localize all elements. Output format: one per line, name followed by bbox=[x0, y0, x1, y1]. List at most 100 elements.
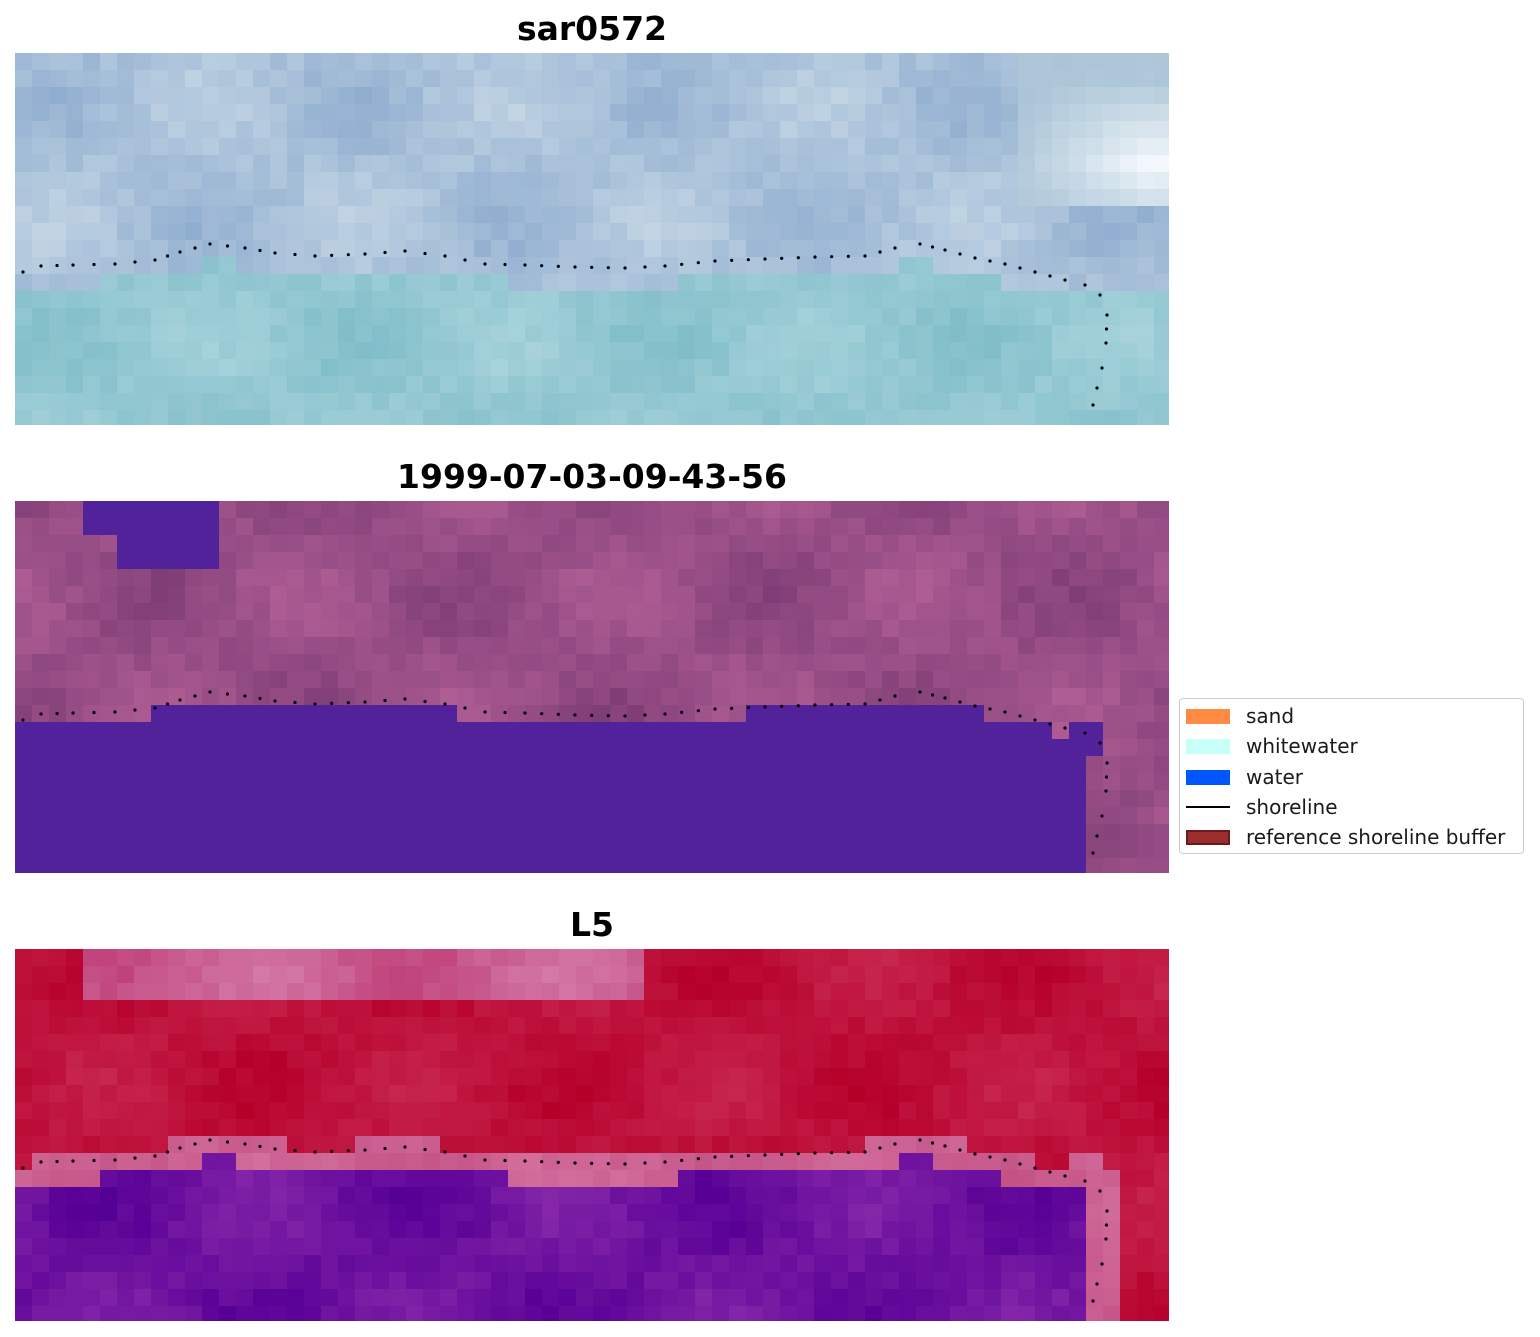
shoreline-dot bbox=[1083, 731, 1087, 735]
shoreline-dot bbox=[133, 1156, 137, 1160]
shoreline-dot bbox=[383, 250, 387, 255]
shoreline-dot bbox=[606, 714, 610, 718]
shoreline-dot bbox=[1048, 274, 1052, 278]
shoreline-dot bbox=[193, 1142, 197, 1146]
shoreline-dot bbox=[503, 710, 507, 715]
shoreline-dot bbox=[293, 252, 297, 257]
shoreline-dot bbox=[988, 707, 992, 711]
shoreline-dot bbox=[153, 258, 157, 262]
shoreline-dot bbox=[623, 714, 627, 718]
shoreline-dot bbox=[1100, 814, 1104, 818]
shoreline-dot bbox=[39, 1160, 43, 1164]
shoreline-dot bbox=[523, 263, 527, 267]
shoreline-dot bbox=[1033, 1166, 1037, 1170]
shoreline-dot bbox=[780, 704, 784, 708]
shoreline-dot bbox=[1098, 293, 1102, 297]
shoreline-dot bbox=[1018, 266, 1022, 270]
shoreline-dot bbox=[730, 258, 734, 262]
shoreline-dot bbox=[153, 706, 157, 710]
shoreline-dot bbox=[696, 1157, 700, 1161]
shoreline-dot bbox=[893, 246, 897, 250]
legend-label: shoreline bbox=[1246, 795, 1338, 819]
shoreline-dot bbox=[573, 265, 577, 269]
shoreline-dot bbox=[1104, 1237, 1108, 1241]
shoreline-dot bbox=[55, 1159, 59, 1164]
shoreline-dot bbox=[243, 246, 247, 250]
shoreline-dot bbox=[1033, 718, 1037, 722]
shoreline-dot bbox=[363, 1148, 367, 1152]
shoreline-dot bbox=[930, 1141, 935, 1145]
shoreline-dot bbox=[55, 711, 59, 716]
shoreline-dot bbox=[1048, 722, 1052, 726]
legend-label: water bbox=[1246, 765, 1303, 789]
shoreline-dot bbox=[863, 702, 867, 706]
shoreline-dot bbox=[1033, 270, 1037, 274]
legend-label: whitewater bbox=[1246, 734, 1358, 758]
shoreline-dot bbox=[943, 248, 947, 252]
shoreline-dot bbox=[1105, 313, 1109, 317]
shoreline-dot bbox=[165, 702, 170, 706]
shoreline-dot bbox=[113, 262, 117, 266]
shoreline-dot bbox=[973, 1152, 977, 1156]
shoreline-dot bbox=[403, 1145, 407, 1149]
shoreline-dot bbox=[243, 1142, 247, 1146]
shoreline-dot bbox=[943, 696, 947, 700]
shoreline-dot bbox=[1104, 327, 1109, 331]
shoreline-dot bbox=[713, 259, 717, 263]
classified-image bbox=[15, 501, 1169, 873]
shoreline-dot bbox=[1095, 834, 1099, 838]
shoreline-dot bbox=[1003, 262, 1007, 266]
shoreline-dot bbox=[1100, 1262, 1104, 1266]
shoreline-dot bbox=[463, 1154, 467, 1158]
shoreline-dot bbox=[556, 264, 560, 268]
shoreline-dot bbox=[1003, 1158, 1007, 1162]
shoreline-dot bbox=[730, 706, 734, 710]
shoreline-dot bbox=[1104, 775, 1109, 779]
shoreline-dot bbox=[443, 1150, 447, 1154]
shoreline-dot bbox=[1098, 1189, 1102, 1193]
shoreline-dot bbox=[1003, 710, 1007, 714]
shoreline-dot bbox=[763, 257, 767, 261]
shoreline-dot bbox=[893, 694, 897, 698]
shoreline-dot bbox=[713, 1155, 717, 1159]
shoreline-dot bbox=[943, 1144, 947, 1148]
shoreline-dot bbox=[1104, 1223, 1109, 1227]
shoreline-dot bbox=[273, 251, 277, 255]
shoreline-dot bbox=[606, 1162, 610, 1166]
shoreline-dot bbox=[346, 701, 350, 705]
shoreline-dot bbox=[225, 1140, 230, 1144]
shoreline-dot bbox=[258, 248, 262, 253]
shoreline-dot bbox=[540, 264, 544, 268]
shoreline-dot bbox=[193, 694, 197, 698]
shoreline-dot bbox=[165, 254, 170, 258]
shoreline-dot bbox=[178, 250, 182, 254]
shoreline-dot bbox=[153, 1154, 157, 1158]
shoreline-dot bbox=[483, 262, 487, 266]
panel-title: sar0572 bbox=[516, 9, 668, 48]
shoreline-dot bbox=[346, 253, 350, 257]
shoreline-dot bbox=[313, 254, 317, 258]
shoreline-dot bbox=[313, 702, 317, 706]
shoreline-dot bbox=[863, 254, 867, 258]
shoreline-dot bbox=[1083, 1179, 1087, 1183]
shoreline-dot bbox=[330, 253, 334, 257]
shoreline-dot bbox=[423, 699, 427, 704]
shoreline-dot bbox=[663, 264, 667, 268]
shoreline-dot bbox=[383, 1146, 387, 1151]
shoreline-dot bbox=[403, 697, 407, 701]
shoreline-dot bbox=[746, 1154, 750, 1158]
shoreline-dot bbox=[208, 690, 212, 694]
shoreline-dot bbox=[523, 711, 527, 715]
shoreline-dot bbox=[1063, 726, 1067, 730]
shoreline-dot bbox=[973, 256, 977, 260]
shoreline-dot bbox=[503, 1158, 507, 1163]
shoreline-dot bbox=[55, 263, 59, 268]
shoreline-dot bbox=[463, 258, 467, 262]
shoreline-dot bbox=[258, 1144, 262, 1149]
shoreline-dot bbox=[463, 706, 467, 710]
shoreline-dot bbox=[878, 250, 882, 254]
shoreline-dot bbox=[443, 702, 447, 706]
shoreline-dot bbox=[830, 255, 834, 259]
shoreline-dot bbox=[1091, 403, 1095, 407]
shoreline-dot bbox=[165, 1150, 170, 1154]
